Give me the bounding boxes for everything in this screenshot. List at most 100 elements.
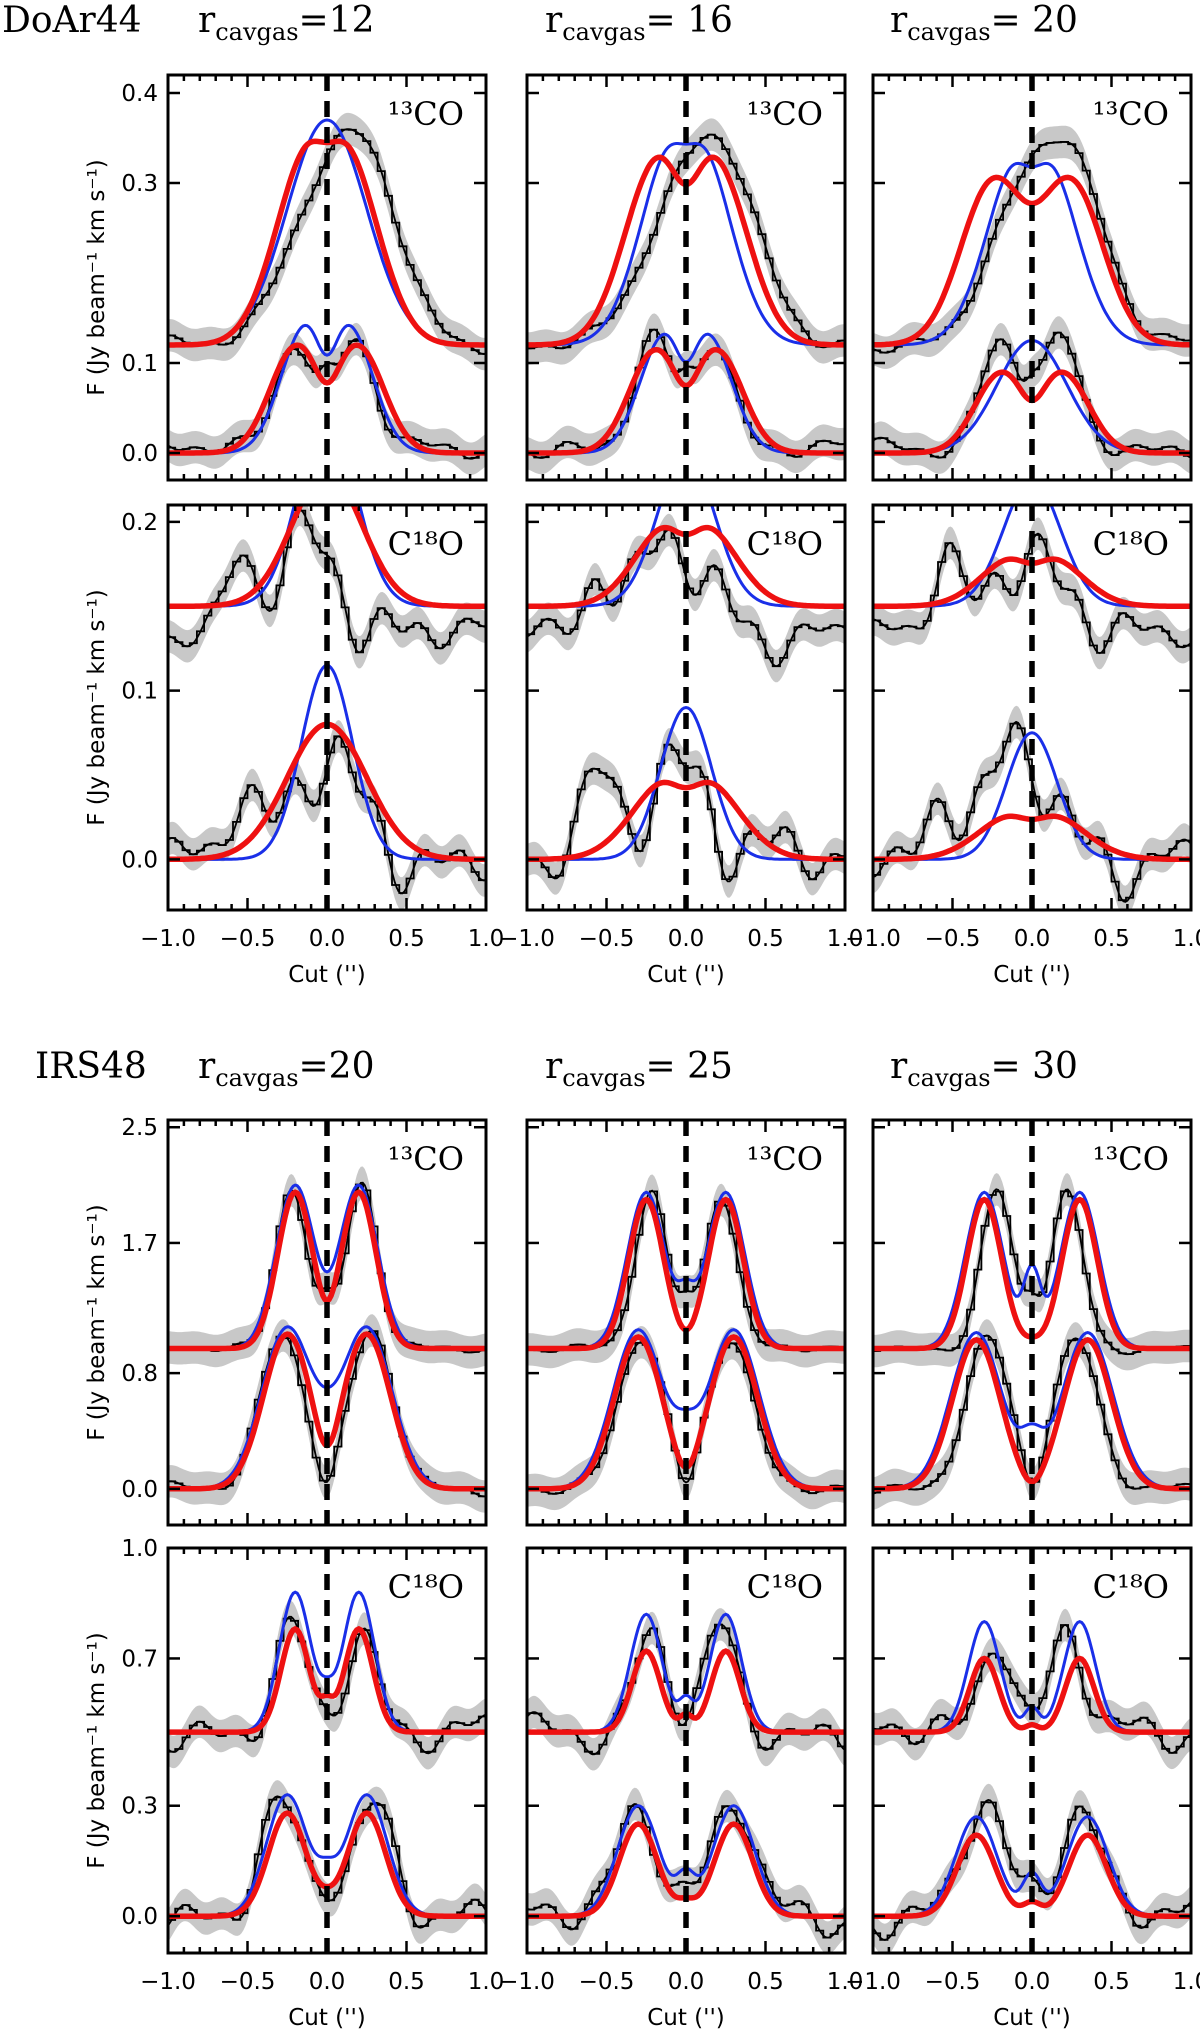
x-tick-label: −0.5 — [220, 1969, 276, 1995]
x-tick-label: −1.0 — [845, 1969, 901, 1995]
column-title-0: rcavgas=20 — [198, 1046, 375, 1092]
x-tick-label: −1.0 — [140, 1969, 196, 1995]
y-tick-label: 0.2 — [121, 510, 158, 536]
isotopologue-label: C¹⁸O — [388, 1568, 464, 1606]
x-tick-label: 0.5 — [1093, 926, 1130, 952]
target-name: DoAr44 — [2, 0, 142, 41]
plot-area-1-1-0 — [168, 1548, 486, 1953]
observed-step-lower — [873, 722, 1191, 902]
column-title-2: rcavgas= 20 — [890, 0, 1078, 46]
x-tick-label: 0.5 — [388, 1969, 425, 1995]
uncertainty-band-lower — [873, 705, 1191, 910]
panel-0-0-2: ¹³CO — [871, 73, 1193, 482]
x-tick-label: −1.0 — [845, 926, 901, 952]
column-title-2: rcavgas= 30 — [890, 1046, 1078, 1092]
x-tick-label: 0.5 — [747, 1969, 784, 1995]
model-red-upper — [168, 1625, 486, 1735]
model-blue-lower — [873, 1331, 1191, 1491]
y-axis-title: F (Jy beam⁻¹ km s⁻¹) — [84, 159, 110, 396]
model-blue-upper — [527, 1190, 845, 1350]
uncertainty-band-upper — [873, 125, 1191, 369]
x-tick-label: −0.5 — [579, 1969, 635, 1995]
x-tick-label: 0.0 — [1014, 1969, 1051, 1995]
x-tick-label: −1.0 — [499, 926, 555, 952]
isotopologue-label: ¹³CO — [747, 95, 823, 133]
x-tick-label: 0.0 — [668, 926, 705, 952]
y-tick-label: 0.1 — [121, 351, 158, 377]
model-red-lower — [873, 1337, 1191, 1492]
x-tick-label: 0.5 — [1093, 1969, 1130, 1995]
model-red-lower — [527, 346, 845, 456]
panel-0-1-0: 0.0 0.1 0.2 C¹⁸O — [121, 503, 488, 912]
block-doar44: DoAr44 rcavgas=12 rcavgas= 16 rcavgas= 20 F … — [2, 0, 1200, 988]
uncertainty-band-lower — [873, 316, 1191, 474]
isotopologue-label: C¹⁸O — [1093, 525, 1169, 563]
model-red-lower — [527, 779, 845, 863]
panel-1-0-1: ¹³CO — [525, 1118, 847, 1527]
panel-1-0-2: ¹³CO — [871, 1118, 1193, 1527]
x-axis-title: Cut ('') — [288, 2005, 366, 2031]
isotopologue-label: ¹³CO — [388, 1140, 464, 1178]
column-title-0: rcavgas=12 — [198, 0, 375, 46]
isotopologue-label: C¹⁸O — [1093, 1568, 1169, 1606]
plot-area-0-1-0 — [168, 505, 486, 910]
y-tick-label: 0.4 — [121, 81, 158, 107]
x-tick-label: 1.0 — [468, 1969, 505, 1995]
column-title-1: rcavgas= 25 — [545, 1046, 733, 1092]
model-red-upper — [873, 1655, 1191, 1735]
plot-area-1-0-2 — [873, 1120, 1191, 1525]
isotopologue-label: C¹⁸O — [388, 525, 464, 563]
y-axis-title: F (Jy beam⁻¹ km s⁻¹) — [84, 1632, 110, 1869]
observed-smooth-lower — [527, 1803, 845, 1939]
uncertainty-band-lower — [168, 1314, 486, 1513]
x-axis-title: Cut ('') — [647, 2005, 725, 2031]
panel-0-1-2: C¹⁸O — [871, 503, 1193, 912]
y-tick-label: 2.5 — [121, 1115, 158, 1141]
x-tick-label: −0.5 — [925, 926, 981, 952]
observed-smooth-upper — [168, 508, 486, 654]
y-tick-label: 0.7 — [121, 1646, 158, 1672]
x-tick-label: 1.0 — [827, 1969, 864, 1995]
x-tick-label: 0.0 — [668, 1969, 705, 1995]
model-red-upper — [168, 1189, 486, 1352]
block-irs48: IRS48 rcavgas=20 rcavgas= 25 rcavgas= 30 F (… — [35, 1046, 1200, 2031]
y-tick-label: 1.7 — [121, 1231, 158, 1257]
isotopologue-label: C¹⁸O — [747, 525, 823, 563]
model-red-upper — [873, 1196, 1191, 1352]
x-tick-label: −1.0 — [140, 926, 196, 952]
plot-area-1-1-1 — [527, 1548, 845, 1953]
isotopologue-label: ¹³CO — [1093, 1140, 1169, 1178]
y-tick-label: 0.0 — [121, 441, 158, 467]
plot-area-0-1-2 — [873, 505, 1191, 910]
x-tick-label: 0.5 — [388, 926, 425, 952]
x-tick-label: 0.0 — [309, 926, 346, 952]
x-tick-label: 1.0 — [1173, 1969, 1200, 1995]
isotopologue-label: ¹³CO — [388, 95, 464, 133]
x-tick-label: −1.0 — [499, 1969, 555, 1995]
panel-1-1-0: 0.0 0.3 0.7 1.0 C¹⁸O — [121, 1536, 488, 1955]
x-tick-label: 0.0 — [309, 1969, 346, 1995]
plot-area-1-0-1 — [527, 1120, 845, 1525]
uncertainty-band-lower — [527, 728, 845, 898]
y-tick-label: 0.0 — [121, 1477, 158, 1503]
model-red-upper — [527, 1196, 845, 1352]
x-tick-label: 0.0 — [1014, 926, 1051, 952]
model-blue-upper — [527, 142, 845, 347]
target-name: IRS48 — [35, 1046, 147, 1087]
y-tick-label: 1.0 — [121, 1536, 158, 1562]
model-blue-upper — [873, 1190, 1191, 1350]
plot-area-1-1-2 — [873, 1548, 1191, 1953]
x-axis-title: Cut ('') — [288, 962, 366, 988]
y-tick-label: 0.3 — [121, 171, 158, 197]
plot-area-0-0-2 — [873, 75, 1191, 480]
x-tick-label: 1.0 — [468, 926, 505, 952]
observed-smooth-upper — [527, 529, 845, 668]
x-tick-label: −0.5 — [220, 926, 276, 952]
panel-1-0-0: 0.0 0.8 1.7 2.5 ¹³CO — [121, 1115, 488, 1527]
x-axis-title: Cut ('') — [993, 962, 1071, 988]
y-tick-label: 0.0 — [121, 1904, 158, 1930]
y-tick-label: 0.8 — [121, 1361, 158, 1387]
panel-0-0-0: 0.0 0.1 0.3 0.4 ¹³CO — [121, 73, 488, 482]
plot-area-0-0-1 — [527, 75, 845, 480]
